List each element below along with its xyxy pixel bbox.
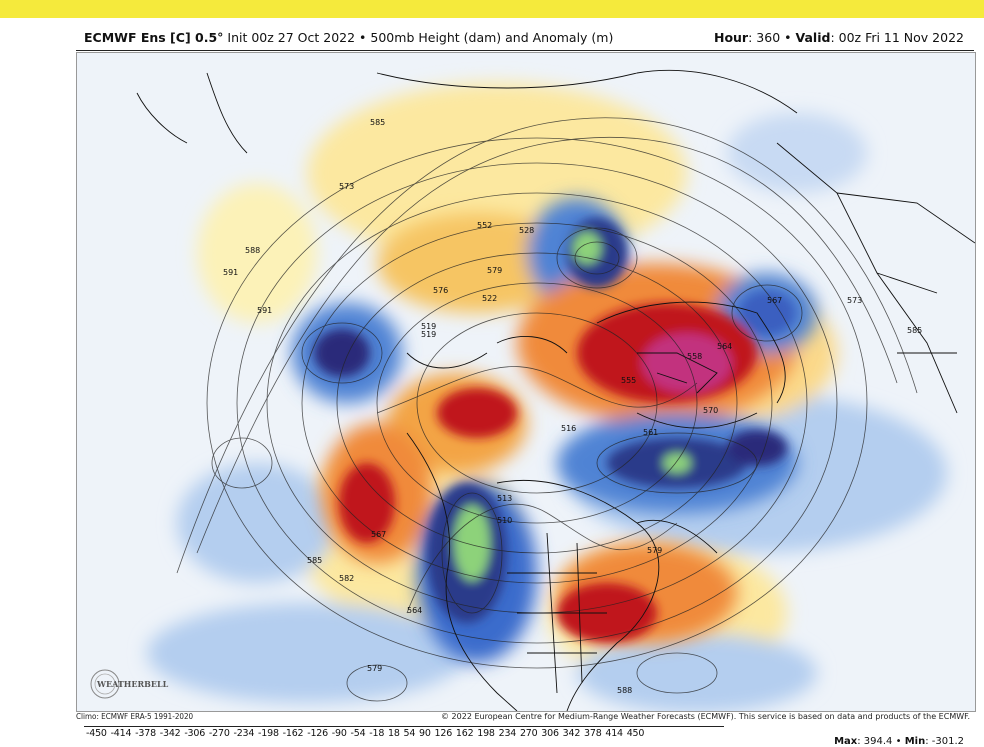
map-graphic: 585 588 591 573 552 579 576 528 522 519 …	[77, 53, 975, 711]
valid-label: Valid	[795, 30, 831, 45]
contour-label: 513	[497, 494, 512, 503]
contour-label: 528	[519, 226, 534, 235]
height-contours	[176, 117, 918, 702]
header-right: Hour: 360 • Valid: 00z Fri 11 Nov 2022	[713, 30, 964, 45]
contour-label: 585	[370, 118, 385, 127]
field-name: 500mb Height (dam) and Anomaly (m)	[370, 30, 614, 45]
contour-label: 585	[907, 326, 922, 335]
copyright-note: © 2022 European Centre for Medium-Range …	[441, 712, 970, 721]
contour-label: 555	[621, 376, 636, 385]
contour-label: 552	[477, 221, 492, 230]
max-label: Max	[834, 736, 858, 747]
contour-label: 579	[647, 546, 662, 555]
contour-label: 582	[339, 574, 354, 583]
contour-label: 591	[257, 306, 272, 315]
contour-label: 564	[717, 342, 732, 351]
contour-label: 519	[421, 322, 436, 331]
header-rule	[76, 50, 974, 51]
max-value: 394.4	[863, 736, 893, 747]
min-label: Min	[904, 736, 926, 747]
min-value: -301.2	[931, 736, 964, 747]
contour-label: 591	[223, 268, 238, 277]
contour-label: 561	[643, 428, 658, 437]
contour-label: 570	[703, 406, 718, 415]
hour-value: 360	[756, 30, 781, 45]
contour-label: 510	[497, 516, 512, 525]
max-min-readout: Max: 394.4 • Min: -301.2	[834, 736, 964, 747]
logo-text: WEATHERBELL	[96, 679, 169, 689]
contour-label: 567	[767, 296, 782, 305]
contour-label: 588	[617, 686, 632, 695]
contour-label: 573	[847, 296, 862, 305]
init-time: Init 00z 27 Oct 2022	[227, 30, 356, 45]
contour-label: 558	[687, 352, 702, 361]
hour-label: Hour	[713, 30, 749, 45]
forecast-map: 585 588 591 573 552 579 576 528 522 519 …	[76, 52, 976, 712]
scale-rule	[84, 726, 724, 727]
contour-label: 519	[421, 330, 436, 339]
contour-label: 522	[482, 294, 497, 303]
contour-label: 516	[561, 424, 576, 433]
top-highlight-bar	[0, 0, 984, 18]
climo-note: Climo: ECMWF ERA-5 1991-2020	[76, 712, 194, 721]
coastlines	[136, 70, 975, 711]
contour-label: 567	[371, 530, 386, 539]
contour-label: 588	[245, 246, 260, 255]
model-name: ECMWF Ens [C] 0.5°	[84, 30, 224, 45]
contour-label: 573	[339, 182, 354, 191]
contour-label: 579	[367, 664, 382, 673]
contour-label: 579	[487, 266, 502, 275]
weatherbell-logo: WEATHERBELL	[90, 669, 169, 699]
contour-labels: 585 588 591 573 552 579 576 528 522 519 …	[223, 118, 922, 695]
contour-label: 585	[307, 556, 322, 565]
map-header: ECMWF Ens [C] 0.5° Init 00z 27 Oct 2022 …	[84, 30, 974, 50]
contour-label: 576	[433, 286, 448, 295]
contour-label: 564	[407, 606, 422, 615]
valid-value: 00z Fri 11 Nov 2022	[838, 30, 964, 45]
header-left: ECMWF Ens [C] 0.5° Init 00z 27 Oct 2022 …	[84, 30, 614, 45]
anomaly-scale-labels: -450 -414 -378 -342 -306 -270 -234 -198 …	[86, 728, 645, 739]
